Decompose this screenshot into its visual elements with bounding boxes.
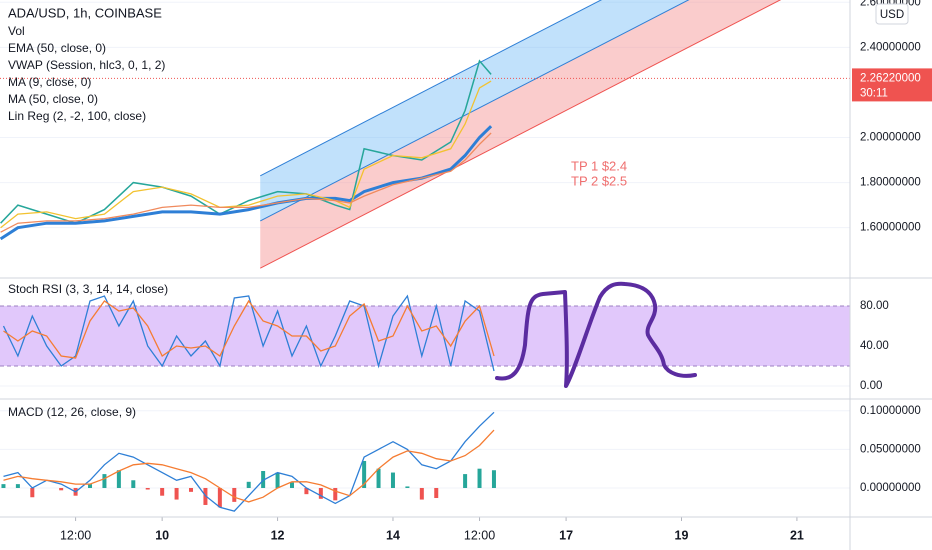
histogram-bar xyxy=(304,487,309,495)
y-tick-label: 2.40000000 xyxy=(860,41,921,53)
indicator-label: MA (50, close, 0) xyxy=(8,92,98,106)
histogram-bar xyxy=(434,487,439,499)
y-tick-label: 1.60000000 xyxy=(860,222,921,234)
indicator-label: EMA (50, close, 0) xyxy=(8,41,106,55)
price-line xyxy=(0,59,492,225)
histogram-bar xyxy=(59,487,64,491)
channel-line xyxy=(260,0,782,269)
y-tick-label: 1.80000000 xyxy=(860,177,921,189)
histogram-bar xyxy=(1,484,6,488)
histogram-bar xyxy=(463,474,468,488)
pane xyxy=(0,294,850,387)
indicator-label: Lin Reg (2, -2, 100, close) xyxy=(8,109,146,123)
series-line xyxy=(3,429,495,503)
histogram-bar xyxy=(145,487,150,490)
last-price-label: 2.26220000 xyxy=(860,72,921,84)
histogram-bar xyxy=(390,472,395,488)
series-line xyxy=(0,132,492,233)
annotation: TP 1 $2.4 xyxy=(571,158,627,173)
x-tick-label: 17 xyxy=(559,528,573,542)
indicator-label: VWAP (Session, hlc3, 0, 1, 2) xyxy=(8,58,165,72)
x-tick-label: 12 xyxy=(271,528,285,542)
histogram-bar xyxy=(246,481,251,488)
histogram-bar xyxy=(160,487,165,496)
histogram-bar xyxy=(275,472,280,488)
histogram-bar xyxy=(131,480,136,488)
chart-title: ADA/USD, 1h, COINBASE xyxy=(8,5,162,20)
histogram-bar xyxy=(362,460,367,488)
x-tick-label: 14 xyxy=(386,528,400,542)
histogram-bar xyxy=(318,487,323,499)
last-price-box xyxy=(852,68,932,102)
histogram-bar xyxy=(116,470,121,488)
histogram-bar xyxy=(174,487,179,500)
indicator-label: Vol xyxy=(8,24,25,38)
pane xyxy=(0,410,850,512)
y-tick-label: 80.00 xyxy=(860,300,889,312)
series-line xyxy=(3,299,495,359)
y-tick-label: 0.00 xyxy=(860,380,882,392)
histogram-bar xyxy=(88,484,93,488)
y-tick-label: 0.05000000 xyxy=(860,443,921,455)
histogram-bar xyxy=(30,487,35,498)
series-line xyxy=(0,80,492,229)
x-tick-label: 10 xyxy=(155,528,169,542)
x-tick-label: 12:00 xyxy=(60,528,91,542)
pane xyxy=(0,0,850,269)
hand-drawn-annotation xyxy=(495,281,697,388)
channel-line xyxy=(260,0,603,177)
histogram-bar xyxy=(419,487,424,500)
y-tick-label: 0.10000000 xyxy=(860,405,921,417)
pane-title: MACD (12, 26, close, 9) xyxy=(8,405,136,419)
histogram-bar xyxy=(477,468,482,488)
histogram-bar xyxy=(217,487,222,508)
histogram-bar xyxy=(15,484,20,488)
countdown: 30:11 xyxy=(860,87,888,99)
currency-box[interactable] xyxy=(875,3,909,25)
histogram-bar xyxy=(333,487,338,501)
x-tick-label: 21 xyxy=(790,528,804,542)
stoch-band xyxy=(0,306,850,366)
x-tick-label: 19 xyxy=(675,528,689,542)
histogram-bar xyxy=(405,486,410,488)
indicator-label: MA (9, close, 0) xyxy=(8,75,91,89)
histogram-bar xyxy=(102,474,107,488)
x-tick-label: 12:00 xyxy=(464,528,495,542)
series-line xyxy=(2,294,495,372)
histogram-bar xyxy=(232,487,237,502)
currency-label: USD xyxy=(880,9,904,21)
pane-title: Stoch RSI (3, 3, 14, 14, close) xyxy=(8,282,168,296)
histogram-bar xyxy=(289,482,294,488)
y-tick-label: 0.00000000 xyxy=(860,482,921,494)
histogram-bar xyxy=(491,470,496,488)
histogram-bar xyxy=(376,468,381,488)
annotation: TP 2 $2.5 xyxy=(571,173,627,188)
histogram-bar xyxy=(261,471,266,488)
y-tick-label: 2.00000000 xyxy=(860,132,921,144)
y-tick-label: 40.00 xyxy=(860,340,889,352)
histogram-bar xyxy=(189,487,194,492)
